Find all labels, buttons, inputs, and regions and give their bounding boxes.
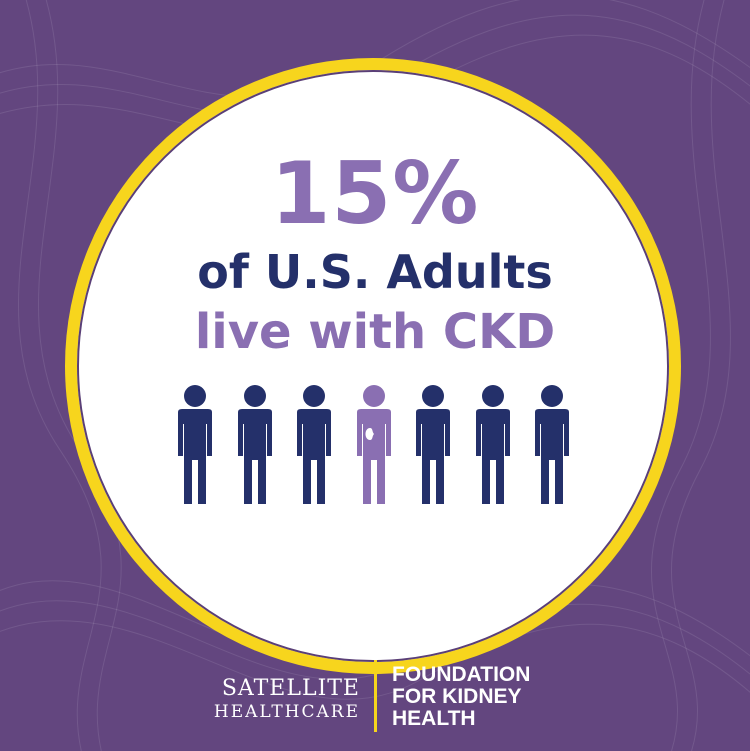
yellow-ring <box>65 58 681 674</box>
kidney-icon <box>365 428 374 440</box>
logo-divider <box>374 660 377 732</box>
satellite-logo-line-1: SATELLITE <box>221 676 360 701</box>
person-icon <box>475 385 510 504</box>
headline-percent: 15% <box>270 144 480 244</box>
white-circle <box>77 70 669 662</box>
person-icon <box>535 385 569 504</box>
foundation-logo-line-3: HEALTH <box>392 707 476 730</box>
person-icon <box>237 385 272 504</box>
person-icon-highlighted <box>356 385 391 504</box>
headline-line-1: of U.S. Adults <box>197 245 553 299</box>
foundation-logo-line-2: FOR KIDNEY <box>392 685 522 708</box>
person-icon <box>416 385 450 504</box>
foundation-logo-line-1: FOUNDATION <box>392 663 531 686</box>
person-icon <box>178 385 212 504</box>
satellite-logo-line-2: HEALTHCARE <box>213 702 360 722</box>
people-row <box>170 384 582 506</box>
headline-line-2: live with CKD <box>194 304 556 360</box>
person-icon <box>297 385 331 504</box>
